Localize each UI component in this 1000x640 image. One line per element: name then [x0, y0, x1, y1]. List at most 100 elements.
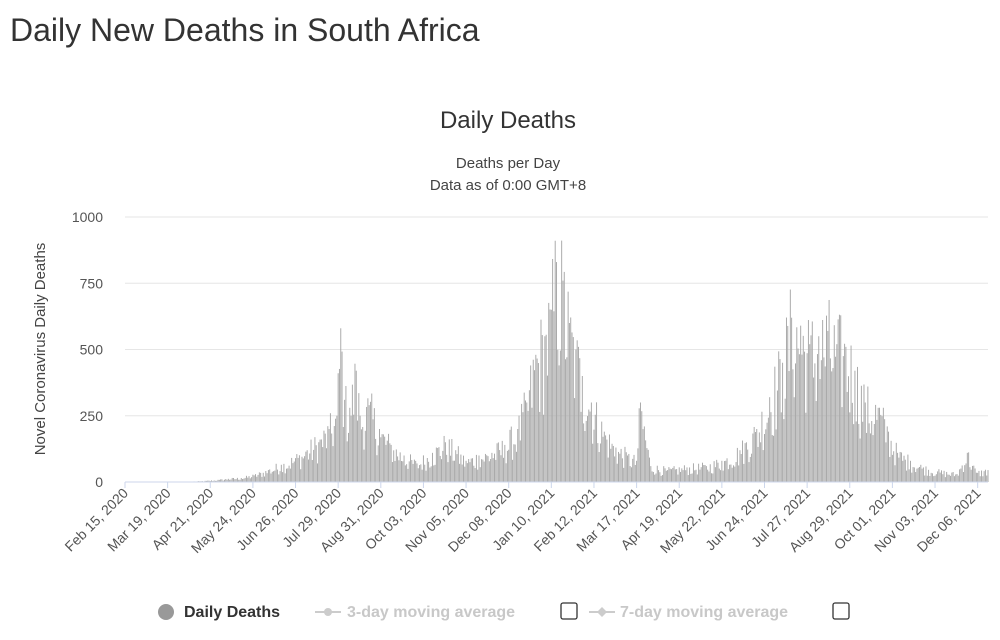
bar[interactable] — [282, 472, 284, 482]
bar[interactable] — [885, 442, 887, 482]
bar[interactable] — [961, 465, 963, 482]
bar[interactable] — [764, 434, 765, 482]
bar[interactable] — [921, 468, 923, 482]
bar[interactable] — [425, 470, 427, 482]
bar[interactable] — [526, 402, 528, 483]
bar[interactable] — [695, 469, 697, 482]
bar[interactable] — [223, 479, 225, 482]
bar[interactable] — [558, 365, 560, 482]
bar[interactable] — [359, 415, 361, 482]
bar[interactable] — [393, 450, 395, 482]
bar[interactable] — [300, 469, 302, 482]
bar[interactable] — [477, 469, 479, 482]
bar[interactable] — [452, 460, 454, 482]
bar[interactable] — [286, 468, 287, 482]
bar[interactable] — [712, 473, 714, 482]
bar[interactable] — [243, 478, 245, 482]
bar[interactable] — [563, 271, 565, 482]
bar[interactable] — [513, 444, 515, 482]
bar[interactable] — [599, 443, 601, 482]
bar[interactable] — [247, 477, 249, 482]
bar[interactable] — [482, 459, 484, 482]
bar[interactable] — [571, 332, 573, 482]
bar[interactable] — [804, 351, 806, 482]
bar[interactable] — [531, 407, 533, 482]
bar[interactable] — [882, 407, 884, 482]
bar[interactable] — [815, 401, 817, 482]
bar[interactable] — [941, 470, 942, 482]
bar[interactable] — [986, 475, 988, 482]
bar[interactable] — [987, 470, 989, 482]
bar[interactable] — [439, 455, 441, 482]
bar[interactable] — [295, 458, 297, 482]
bar[interactable] — [553, 311, 555, 482]
bar[interactable] — [917, 467, 919, 482]
bar[interactable] — [424, 464, 426, 482]
bar[interactable] — [627, 455, 629, 483]
bar[interactable] — [629, 466, 631, 482]
bar[interactable] — [403, 455, 405, 483]
bar[interactable] — [851, 402, 853, 482]
bar[interactable] — [654, 474, 656, 482]
bar[interactable] — [641, 411, 643, 482]
bar[interactable] — [217, 479, 219, 482]
bar[interactable] — [769, 397, 771, 482]
bar[interactable] — [647, 449, 649, 482]
bar[interactable] — [897, 452, 899, 482]
bar[interactable] — [894, 465, 896, 482]
bar[interactable] — [925, 466, 927, 482]
bar[interactable] — [225, 479, 227, 482]
bar[interactable] — [930, 472, 932, 482]
bar[interactable] — [900, 452, 902, 482]
bar[interactable] — [973, 465, 975, 482]
bar[interactable] — [730, 464, 732, 482]
bar[interactable] — [257, 474, 259, 482]
bar[interactable] — [358, 393, 360, 482]
bar[interactable] — [767, 417, 769, 482]
bar[interactable] — [536, 358, 538, 482]
bar[interactable] — [770, 412, 772, 482]
bar[interactable] — [514, 444, 516, 482]
bar[interactable] — [880, 414, 882, 482]
bar[interactable] — [783, 419, 785, 482]
bar[interactable] — [946, 471, 948, 482]
bar[interactable] — [762, 450, 764, 482]
bar[interactable] — [773, 435, 775, 482]
bar[interactable] — [823, 357, 825, 482]
bar[interactable] — [380, 437, 382, 482]
legend-item-3-day-average[interactable]: 3-day moving average — [315, 604, 515, 621]
bar[interactable] — [937, 471, 939, 482]
bar[interactable] — [782, 362, 784, 482]
bar[interactable] — [216, 480, 218, 482]
bar[interactable] — [850, 345, 852, 482]
bar[interactable] — [525, 400, 526, 482]
bar[interactable] — [888, 431, 890, 482]
bar[interactable] — [437, 448, 439, 482]
bar[interactable] — [398, 460, 400, 482]
bar[interactable] — [678, 467, 680, 482]
bar[interactable] — [605, 435, 607, 482]
bar[interactable] — [761, 411, 763, 482]
bar[interactable] — [904, 459, 906, 482]
bar[interactable] — [857, 366, 858, 482]
bar[interactable] — [606, 439, 608, 482]
bar[interactable] — [510, 426, 512, 482]
bar[interactable] — [345, 386, 347, 482]
bar[interactable] — [381, 434, 383, 482]
bar[interactable] — [350, 415, 352, 482]
bar[interactable] — [916, 468, 918, 482]
bar[interactable] — [837, 319, 839, 482]
bar[interactable] — [497, 442, 499, 482]
bar[interactable] — [550, 309, 552, 482]
bar[interactable] — [512, 459, 514, 482]
bar[interactable] — [559, 350, 561, 482]
checkbox-7-day-average[interactable] — [832, 602, 850, 620]
bar[interactable] — [840, 315, 842, 482]
bar[interactable] — [373, 408, 375, 482]
bar[interactable] — [446, 454, 448, 482]
bar[interactable] — [716, 459, 718, 482]
bar[interactable] — [422, 455, 424, 482]
bar[interactable] — [862, 421, 864, 482]
bar[interactable] — [385, 444, 387, 482]
bar[interactable] — [288, 465, 290, 482]
